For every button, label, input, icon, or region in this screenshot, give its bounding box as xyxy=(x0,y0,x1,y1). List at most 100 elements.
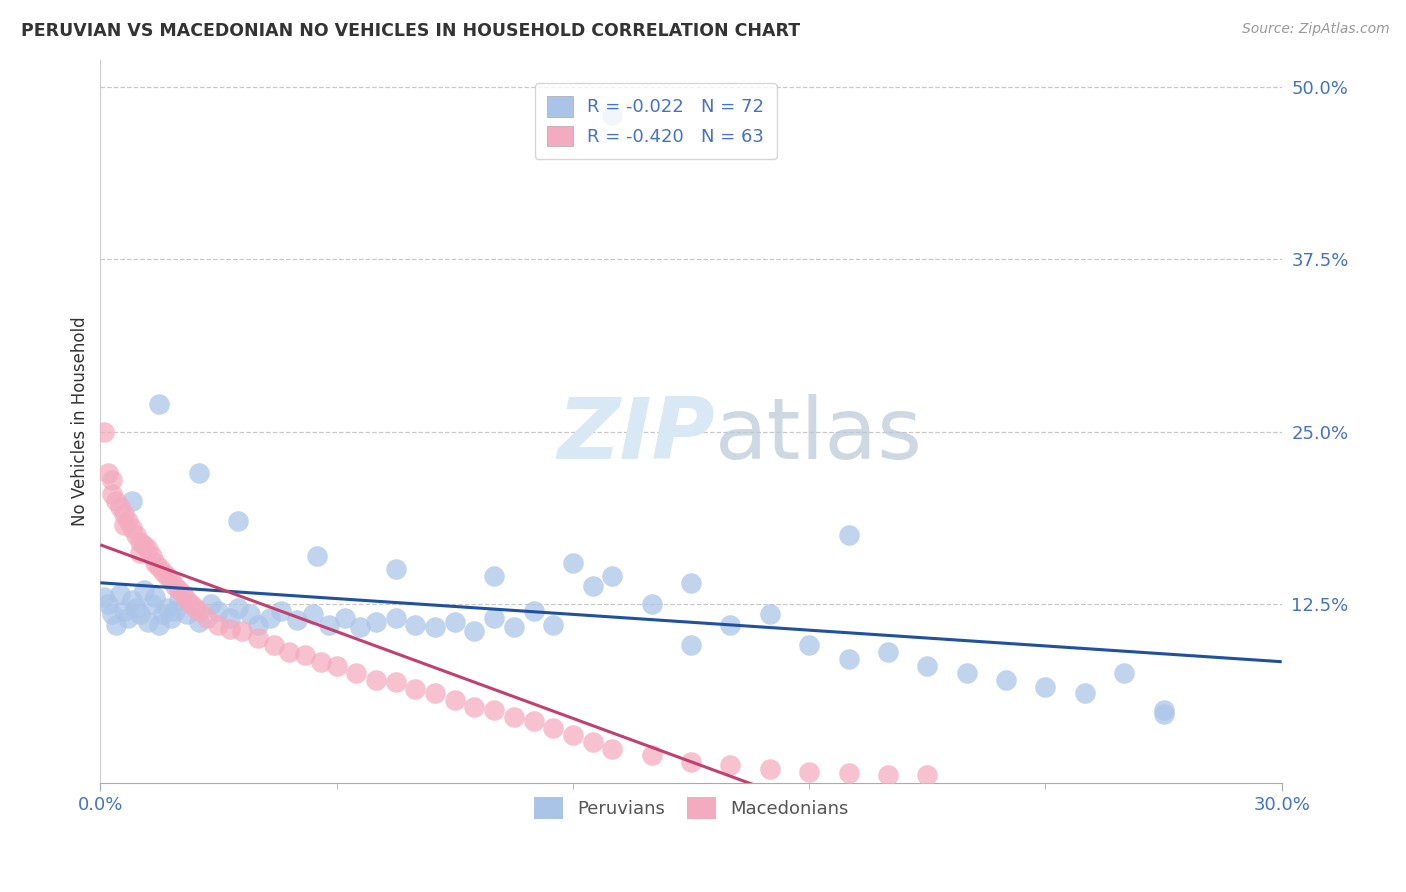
Point xyxy=(112,518,135,533)
Point xyxy=(1153,703,1175,717)
Point xyxy=(956,665,979,680)
Point xyxy=(263,638,285,652)
Point xyxy=(679,638,702,652)
Point xyxy=(877,768,900,782)
Point xyxy=(443,693,465,707)
Point xyxy=(112,508,135,522)
Point xyxy=(482,703,505,717)
Point xyxy=(176,607,198,621)
Point xyxy=(176,592,198,607)
Point xyxy=(121,592,143,607)
Point xyxy=(141,549,163,563)
Point xyxy=(364,615,387,629)
Point xyxy=(148,397,170,411)
Point xyxy=(1074,686,1097,700)
Point xyxy=(423,686,446,700)
Point xyxy=(160,610,183,624)
Point xyxy=(187,604,209,618)
Point xyxy=(187,615,209,629)
Point xyxy=(799,765,821,780)
Point xyxy=(152,566,174,580)
Point xyxy=(522,714,544,728)
Point xyxy=(145,590,167,604)
Point xyxy=(207,617,229,632)
Point xyxy=(838,528,860,542)
Point xyxy=(384,610,406,624)
Point xyxy=(995,673,1018,687)
Point xyxy=(132,538,155,552)
Point xyxy=(125,528,148,542)
Point xyxy=(184,601,207,615)
Point xyxy=(718,758,741,772)
Point xyxy=(121,521,143,535)
Point xyxy=(270,604,292,618)
Point xyxy=(105,617,128,632)
Point xyxy=(117,514,139,528)
Point xyxy=(172,587,194,601)
Point xyxy=(443,615,465,629)
Point xyxy=(200,597,222,611)
Point xyxy=(759,762,782,776)
Point xyxy=(718,617,741,632)
Point xyxy=(141,597,163,611)
Point xyxy=(581,735,603,749)
Point xyxy=(423,620,446,634)
Point xyxy=(384,562,406,576)
Point xyxy=(165,604,187,618)
Point xyxy=(917,659,939,673)
Point xyxy=(294,648,316,662)
Point xyxy=(160,574,183,588)
Point xyxy=(404,617,426,632)
Point xyxy=(226,601,249,615)
Point xyxy=(1035,680,1057,694)
Point xyxy=(463,700,485,714)
Point xyxy=(93,425,115,439)
Text: ZIP: ZIP xyxy=(557,394,714,477)
Point xyxy=(522,604,544,618)
Point xyxy=(152,607,174,621)
Point xyxy=(349,620,371,634)
Point xyxy=(463,624,485,639)
Point xyxy=(156,601,179,615)
Point xyxy=(97,597,120,611)
Point xyxy=(101,473,124,487)
Point xyxy=(93,590,115,604)
Point xyxy=(121,493,143,508)
Point xyxy=(231,624,253,639)
Point xyxy=(640,597,662,611)
Point xyxy=(1153,707,1175,722)
Point xyxy=(259,610,281,624)
Text: atlas: atlas xyxy=(714,394,922,477)
Point xyxy=(246,632,269,646)
Point xyxy=(502,710,524,724)
Point xyxy=(108,500,131,515)
Point xyxy=(640,748,662,763)
Point xyxy=(302,607,325,621)
Point xyxy=(128,546,150,560)
Point xyxy=(128,607,150,621)
Point xyxy=(384,675,406,690)
Point xyxy=(581,579,603,593)
Point xyxy=(344,665,367,680)
Point xyxy=(600,108,623,122)
Point xyxy=(877,645,900,659)
Point xyxy=(561,556,583,570)
Point xyxy=(167,583,190,598)
Point xyxy=(112,604,135,618)
Point xyxy=(187,466,209,480)
Point xyxy=(600,741,623,756)
Point xyxy=(679,576,702,591)
Point xyxy=(101,486,124,500)
Point xyxy=(195,610,218,624)
Point xyxy=(101,607,124,621)
Point xyxy=(136,541,159,556)
Point xyxy=(309,655,332,669)
Point xyxy=(105,493,128,508)
Point xyxy=(679,756,702,770)
Point xyxy=(917,768,939,782)
Point xyxy=(482,610,505,624)
Point xyxy=(239,607,262,621)
Point xyxy=(799,638,821,652)
Point xyxy=(838,766,860,780)
Point xyxy=(97,466,120,480)
